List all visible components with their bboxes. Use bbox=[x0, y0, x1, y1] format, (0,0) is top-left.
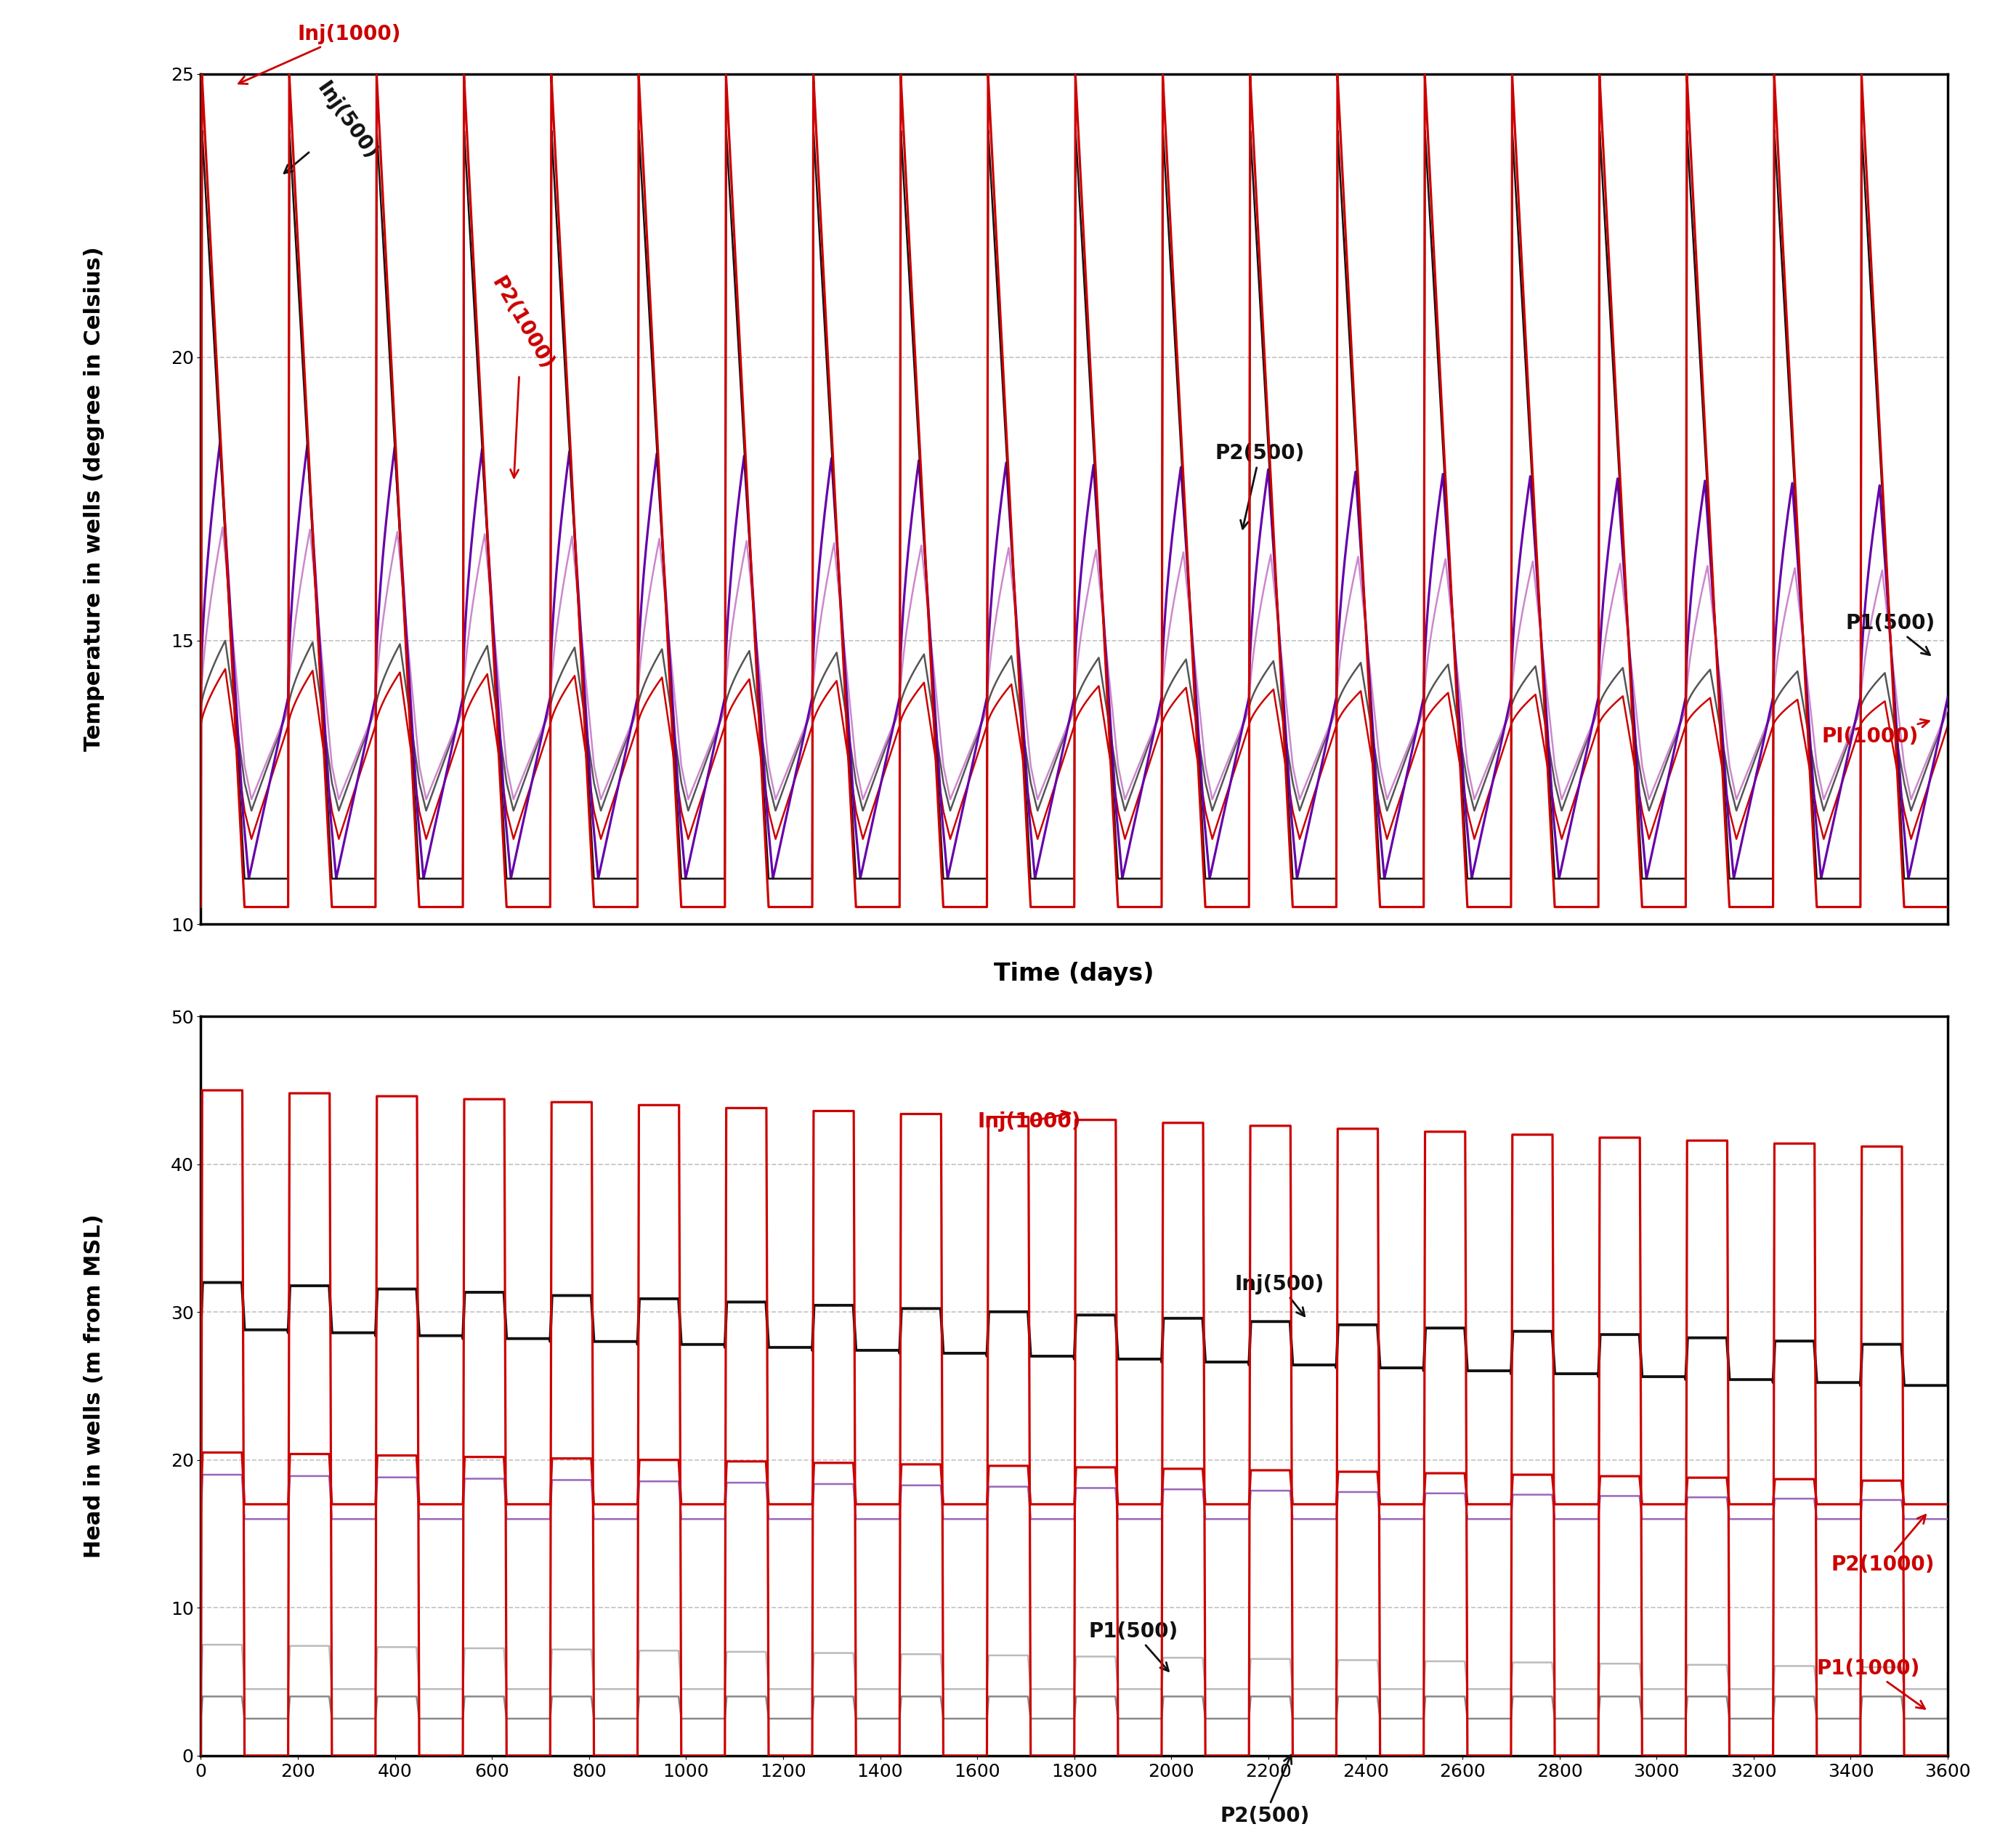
Text: Inj(500): Inj(500) bbox=[1235, 1273, 1323, 1316]
Text: P2(500): P2(500) bbox=[1219, 1756, 1309, 1826]
Y-axis label: Head in wells (m from MSL): Head in wells (m from MSL) bbox=[84, 1214, 104, 1558]
Text: Inj(500): Inj(500) bbox=[285, 78, 380, 174]
Text: P1(1000): P1(1000) bbox=[1817, 1658, 1926, 1709]
Text: P2(1000): P2(1000) bbox=[488, 274, 556, 477]
Text: P2(1000): P2(1000) bbox=[1831, 1515, 1936, 1574]
Y-axis label: Temperature in wells (degree in Celsius): Temperature in wells (degree in Celsius) bbox=[84, 246, 104, 752]
Text: Time (days): Time (days) bbox=[994, 963, 1155, 985]
Text: P1(500): P1(500) bbox=[1845, 614, 1936, 654]
Text: Inj(1000): Inj(1000) bbox=[978, 1111, 1080, 1131]
Text: P2(500): P2(500) bbox=[1215, 444, 1305, 529]
Text: P1(500): P1(500) bbox=[1088, 1621, 1179, 1671]
Text: Inj(1000): Inj(1000) bbox=[239, 24, 402, 83]
Text: PI(1000): PI(1000) bbox=[1821, 719, 1930, 747]
